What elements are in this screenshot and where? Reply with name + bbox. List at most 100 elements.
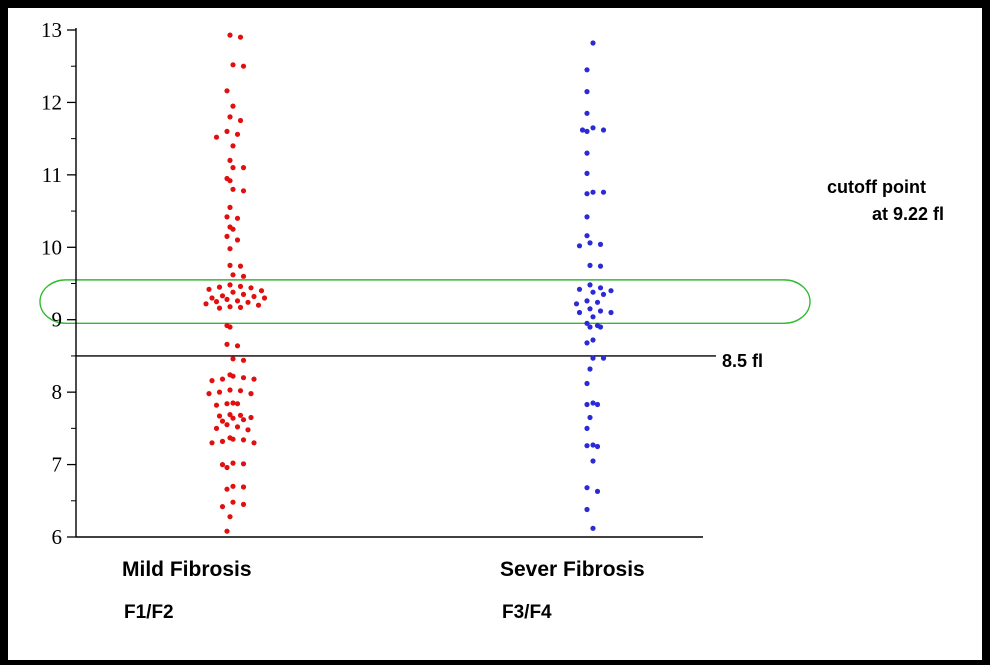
mild-fibrosis-point — [224, 528, 230, 534]
severe-fibrosis-point — [584, 340, 590, 346]
mild-fibrosis-point — [209, 378, 215, 384]
mild-fibrosis-point — [230, 415, 236, 421]
severe-fibrosis-point — [594, 299, 601, 305]
severe-fibrosis-point — [576, 309, 583, 316]
mild-fibrosis-point — [206, 391, 212, 397]
mild-fibrosis-point — [240, 291, 247, 297]
mild-fibrosis-point — [230, 400, 236, 406]
mild-fibrosis-point — [230, 499, 236, 505]
reference-line-label: 8.5 fl — [722, 351, 763, 371]
severe-fibrosis-point — [584, 110, 590, 116]
mild-fibrosis-point — [234, 343, 241, 349]
mild-fibrosis-point — [219, 293, 226, 299]
y-tick-label: 12 — [41, 90, 62, 114]
mild-fibrosis-point — [224, 486, 230, 492]
mild-fibrosis-point — [240, 165, 247, 171]
y-tick-label: 13 — [41, 18, 62, 42]
mild-fibrosis-point — [240, 357, 247, 363]
severe-fibrosis-point — [597, 241, 604, 247]
mild-fibrosis-point — [230, 483, 236, 489]
category-sublabel-mild: F1/F2 — [124, 602, 174, 623]
mild-fibrosis-point — [219, 462, 226, 468]
category-label-mild: Mild Fibrosis — [122, 558, 252, 581]
severe-fibrosis-point — [590, 442, 596, 448]
severe-fibrosis-point — [584, 485, 590, 491]
severe-fibrosis-point — [587, 240, 593, 246]
mild-fibrosis-point — [224, 464, 230, 471]
mild-fibrosis-point — [240, 501, 247, 507]
mild-fibrosis-point — [227, 412, 233, 418]
severe-fibrosis-point — [600, 189, 607, 195]
mild-fibrosis-point — [219, 376, 226, 382]
mild-fibrosis-point — [237, 283, 244, 289]
mild-fibrosis-point — [234, 215, 241, 221]
severe-fibrosis-point — [590, 337, 596, 343]
mild-fibrosis-point — [213, 425, 220, 431]
mild-fibrosis-point — [230, 165, 236, 171]
mild-fibrosis-point — [234, 424, 241, 430]
mild-fibrosis-point — [227, 514, 233, 520]
severe-fibrosis-point — [590, 125, 596, 131]
y-axis-ticks: 6 7 8 9 10 11 12 13 — [41, 18, 76, 549]
severe-fibrosis-point — [584, 425, 590, 431]
severe-fibrosis-point — [600, 291, 607, 297]
severe-fibrosis-point — [600, 127, 607, 133]
mild-fibrosis-point — [227, 324, 233, 330]
mild-fibrosis-point — [237, 117, 244, 124]
mild-fibrosis-point — [251, 293, 257, 300]
cutoff-annotation-line1: cutoff point — [827, 177, 926, 197]
mild-fibrosis-point — [203, 301, 209, 307]
mild-fibrosis-point — [230, 62, 236, 68]
severe-fibrosis-point — [584, 150, 590, 156]
mild-fibrosis-point — [240, 484, 247, 490]
mild-fibrosis-point — [216, 413, 223, 419]
mild-fibrosis-point — [230, 186, 236, 192]
mild-fibrosis-point — [224, 341, 230, 347]
severe-fibrosis-point — [594, 401, 601, 408]
severe-fibrosis-point — [584, 380, 590, 387]
mild-fibrosis-point — [206, 286, 212, 292]
y-tick-label: 11 — [42, 163, 62, 187]
mild-fibrosis-point — [230, 373, 236, 379]
severe-fibrosis-point — [584, 233, 590, 239]
severe-fibrosis-point — [584, 170, 590, 176]
mild-fibrosis-point — [227, 246, 233, 252]
mild-fibrosis-point — [224, 422, 230, 428]
severe-fibrosis-point — [597, 285, 604, 291]
mild-fibrosis-point — [258, 288, 265, 294]
mild-fibrosis-point — [219, 418, 226, 424]
mild-fibrosis-point — [230, 460, 236, 466]
severe-fibrosis-point — [590, 400, 596, 406]
severe-fibrosis-point — [584, 191, 590, 197]
mild-fibrosis-point — [234, 298, 241, 304]
mild-fibrosis-point — [240, 461, 247, 467]
category-label-severe: Sever Fibrosis — [500, 558, 645, 581]
mild-fibrosis-point — [224, 296, 230, 302]
severe-fibrosis-point — [590, 40, 596, 46]
severe-fibrosis-point — [584, 89, 590, 95]
mild-fibrosis-point — [227, 178, 233, 184]
severe-fibrosis-point — [597, 324, 604, 330]
mild-fibrosis-point — [219, 504, 226, 510]
mild-fibrosis-point — [227, 387, 233, 393]
severe-fibrosis-point — [584, 128, 590, 134]
severe-fibrosis-point — [608, 309, 614, 316]
category-sublabel-severe: F3/F4 — [502, 602, 552, 623]
severe-fibrosis-point — [594, 488, 601, 494]
severe-fibrosis-point — [597, 308, 604, 314]
severe-fibrosis-point — [608, 288, 614, 294]
mild-fibrosis-point — [227, 32, 233, 38]
mild-fibrosis-point — [216, 284, 223, 290]
mild-fibrosis-point — [230, 356, 236, 362]
mild-fibrosis-point — [209, 295, 215, 301]
mild-fibrosis-point — [245, 427, 251, 433]
cutoff-highlight-band — [39, 279, 811, 325]
severe-fibrosis-point — [597, 263, 604, 269]
mild-fibrosis-point — [240, 273, 247, 279]
mild-fibrosis-point — [227, 304, 233, 310]
mild-fibrosis-point — [224, 233, 230, 239]
mild-fibrosis-point — [230, 143, 236, 149]
severe-fibrosis-point — [576, 243, 583, 249]
severe-fibrosis-point — [594, 443, 601, 450]
mild-fibrosis-point — [251, 376, 257, 382]
